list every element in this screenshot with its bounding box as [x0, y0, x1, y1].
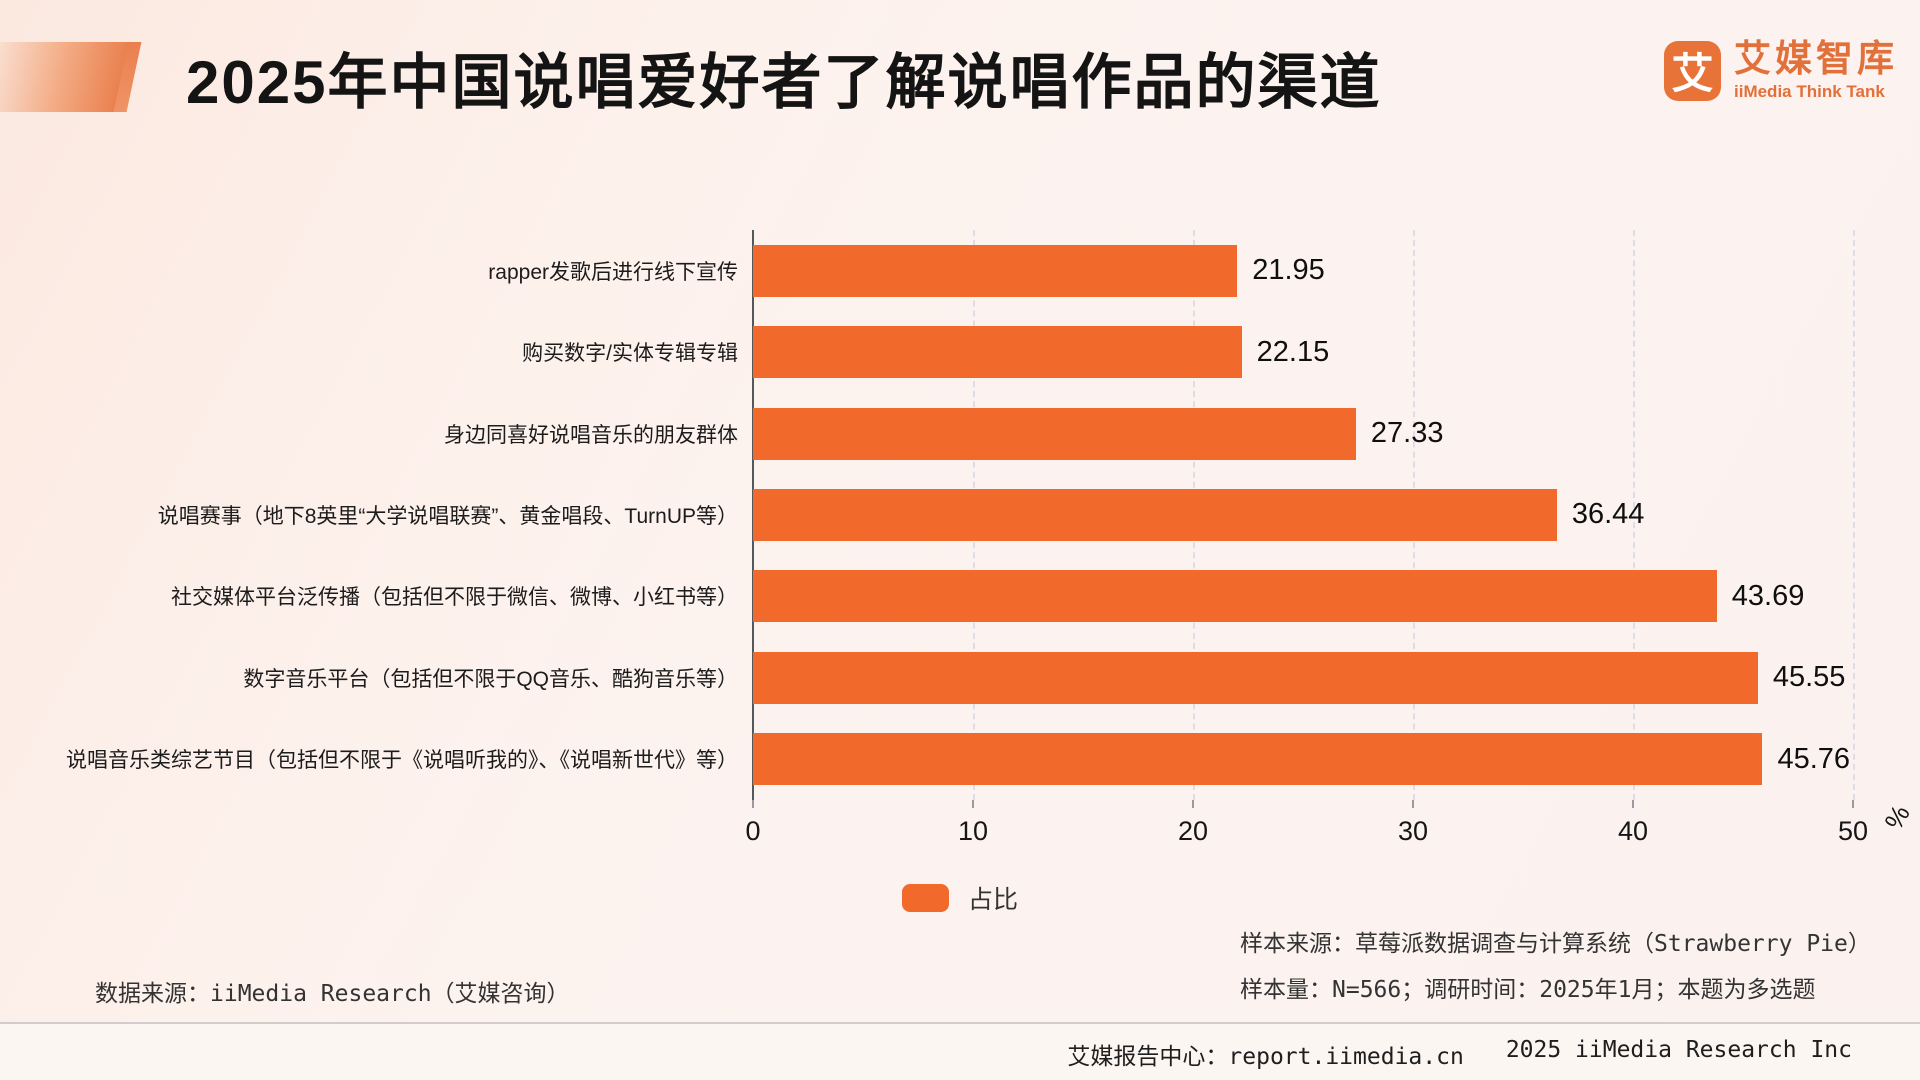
x-tick-mark [1852, 800, 1854, 808]
footer-bar: 艾媒报告中心：report.iimedia.cn 2025 iiMedia Re… [0, 1022, 1920, 1080]
category-label: 说唱音乐类综艺节目（包括但不限于《说唱听我的》、《说唱新世代》等） [66, 749, 738, 773]
x-tick-mark [972, 800, 974, 808]
value-label: 22.15 [1256, 335, 1330, 368]
bar-row: 说唱音乐类综艺节目（包括但不限于《说唱听我的》、《说唱新世代》等） 45.76 [0, 719, 1856, 800]
category-label: 数字音乐平台（包括但不限于QQ音乐、酷狗音乐等） [243, 667, 738, 691]
iimedia-logo: 艾 艾媒智库 iiMedia Think Tank [1664, 38, 1898, 102]
x-tick-mark [1192, 800, 1194, 808]
bar-row: 购买数字/实体专辑专辑 22.15 [0, 311, 1856, 392]
bar [753, 407, 1356, 460]
value-label: 45.55 [1772, 661, 1846, 694]
x-tick-mark [752, 800, 754, 808]
bar-track: 27.33 [753, 393, 1856, 474]
copyright-text: 2025 iiMedia Research Inc [1505, 1037, 1852, 1063]
sample-source-note: 样本来源：草莓派数据调查与计算系统（Strawberry Pie） [1240, 931, 1871, 957]
x-tick-label: 10 [957, 816, 989, 846]
bar-track: 45.76 [753, 719, 1856, 800]
x-tick-label: 40 [1617, 816, 1649, 846]
bar-track: 36.44 [753, 474, 1856, 555]
report-center-link: 艾媒报告中心：report.iimedia.cn [1067, 1044, 1464, 1070]
page-title: 2025年中国说唱爱好者了解说唱作品的渠道 [186, 49, 1382, 116]
bar-row: 说唱赛事（地下8英里“大学说唱联赛”、黄金唱段、TurnUP等） 36.44 [0, 474, 1856, 555]
sample-notes: 样本来源：草莓派数据调查与计算系统（Strawberry Pie） 样本量：N=… [1240, 930, 1871, 1022]
bar [753, 326, 1242, 379]
category-label: 社交媒体平台泛传播（包括但不限于微信、微博、小红书等） [171, 586, 738, 610]
value-label: 43.69 [1731, 579, 1805, 612]
bar [753, 651, 1758, 704]
bar-track: 22.15 [753, 311, 1856, 392]
bar [753, 570, 1717, 623]
bar-row: rapper发歌后进行线下宣传 21.95 [0, 230, 1856, 311]
x-tick-mark [1412, 800, 1414, 808]
iimedia-logo-text: 艾媒智库 iiMedia Think Tank [1734, 38, 1898, 102]
bar-track: 21.95 [753, 230, 1856, 311]
bar-row: 身边同喜好说唱音乐的朋友群体 27.33 [0, 393, 1856, 474]
category-label: 购买数字/实体专辑专辑 [522, 342, 738, 366]
data-source-note: 数据来源：iiMedia Research（艾媒咨询） [95, 981, 570, 1007]
x-axis-unit-label: % [1878, 799, 1916, 835]
bar-row: 社交媒体平台泛传播（包括但不限于微信、微博、小红书等） 43.69 [0, 556, 1856, 637]
x-tick-label: 20 [1177, 816, 1209, 846]
legend-swatch [901, 884, 949, 912]
bar [753, 488, 1557, 541]
bar [753, 244, 1238, 297]
x-tick-label: 30 [1397, 816, 1429, 846]
value-label: 45.76 [1777, 742, 1851, 775]
brand-name-cn: 艾媒智库 [1734, 38, 1898, 79]
value-label: 27.33 [1370, 417, 1444, 450]
bar [753, 733, 1763, 786]
category-label: rapper发歌后进行线下宣传 [488, 260, 738, 284]
value-label: 21.95 [1252, 254, 1325, 287]
bar-track: 45.55 [753, 637, 1856, 718]
sample-size-note: 样本量：N=566；调研时间：2025年1月；本题为多选题 [1240, 977, 1816, 1003]
bar-row: 数字音乐平台（包括但不限于QQ音乐、酷狗音乐等） 45.55 [0, 637, 1856, 718]
value-label: 36.44 [1571, 498, 1645, 531]
legend: 占比 [901, 880, 1019, 916]
x-axis: 0 10 20 30 40 50 [745, 800, 1868, 864]
bar-track: 43.69 [753, 556, 1856, 637]
iimedia-logo-icon: 艾 [1664, 40, 1721, 101]
legend-label: 占比 [967, 886, 1019, 914]
bar-rows: rapper发歌后进行线下宣传 21.95 购买数字/实体专辑专辑 22.15 身边同喜… [0, 230, 1856, 800]
brand-name-en: iiMedia Think Tank [1734, 81, 1885, 101]
category-label: 说唱赛事（地下8英里“大学说唱联赛”、黄金唱段、TurnUP等） [157, 504, 738, 528]
x-tick-mark [1632, 800, 1634, 808]
footer-text: 艾媒报告中心：report.iimedia.cn 2025 iiMedia Re… [1067, 1037, 1852, 1071]
category-label: 身边同喜好说唱音乐的朋友群体 [444, 423, 738, 447]
x-tick-label: 0 [745, 816, 761, 846]
x-tick-label: 50 [1837, 816, 1869, 846]
